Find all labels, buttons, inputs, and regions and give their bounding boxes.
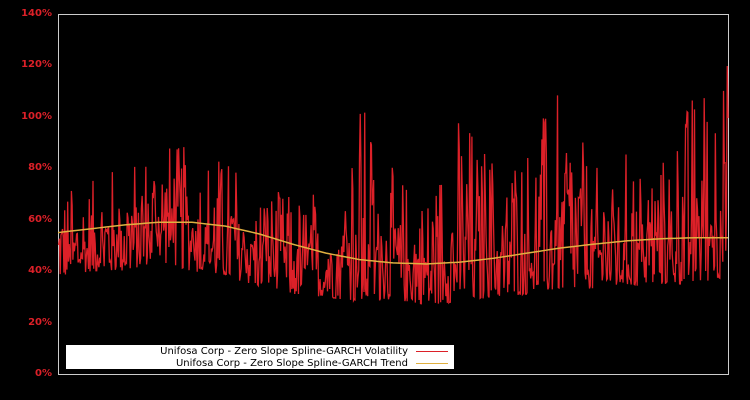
legend-swatch-volatility <box>416 350 448 352</box>
legend-item-volatility: Unifosa Corp - Zero Slope Spline-GARCH V… <box>160 345 448 357</box>
y-tick-label: 80% <box>28 162 52 174</box>
trend-line <box>57 221 728 265</box>
y-tick-label: 100% <box>21 110 52 122</box>
trend-series <box>57 221 728 265</box>
volatility-series <box>57 66 729 305</box>
legend: Unifosa Corp - Zero Slope Spline-GARCH V… <box>66 345 454 369</box>
y-tick-label: 40% <box>28 265 52 277</box>
y-tick-label: 140% <box>21 8 52 19</box>
y-tick-label: 0% <box>35 368 52 379</box>
legend-item-trend: Unifosa Corp - Zero Slope Spline-GARCH T… <box>176 357 448 369</box>
legend-label: Unifosa Corp - Zero Slope Spline-GARCH T… <box>175 357 408 369</box>
legend-swatch-trend <box>416 362 448 364</box>
y-tick-label: 60% <box>28 213 52 225</box>
y-tick-label: 120% <box>21 59 52 71</box>
legend-label: Unifosa Corp - Zero Slope Spline-GARCH V… <box>160 345 408 357</box>
volatility-line <box>57 66 729 305</box>
y-tick-label: 20% <box>28 316 52 328</box>
